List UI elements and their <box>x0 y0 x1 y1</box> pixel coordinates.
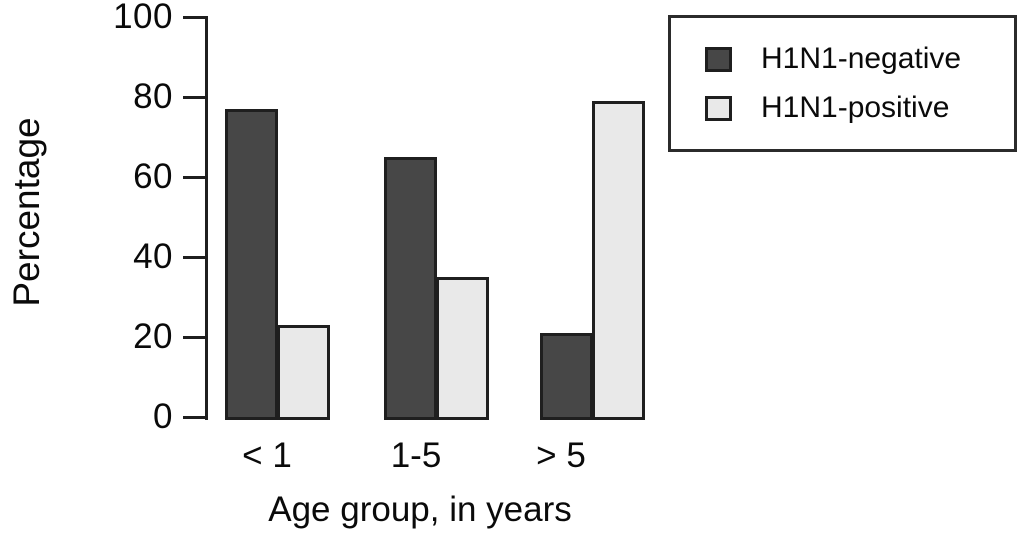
x-axis-category-label: > 5 <box>536 436 586 475</box>
legend: H1N1-negative H1N1-positive <box>668 15 1017 152</box>
bar-h1n1-positive-2 <box>436 277 489 420</box>
x-axis-category-label: < 1 <box>242 436 292 475</box>
y-axis-tick <box>183 416 208 419</box>
bar-h1n1-positive-1 <box>277 325 330 420</box>
bar-h1n1-negative-2 <box>384 157 437 420</box>
bar-h1n1-negative-3 <box>540 333 593 420</box>
y-axis-tick-label: 60 <box>133 157 173 196</box>
bar-h1n1-positive-3 <box>592 101 645 420</box>
y-axis-tick-label: 40 <box>133 237 173 276</box>
legend-label: H1N1-positive <box>761 91 950 124</box>
y-axis-tick-label: 80 <box>133 77 173 116</box>
y-axis-tick-label: 0 <box>153 397 173 436</box>
legend-item: H1N1-positive <box>705 93 1014 123</box>
y-axis-tick <box>183 16 208 19</box>
y-axis-tick <box>183 176 208 179</box>
y-axis-tick <box>183 256 208 259</box>
legend-label: H1N1-negative <box>761 42 962 75</box>
legend-item: H1N1-negative <box>705 44 1014 74</box>
legend-swatch-h1n1-negative <box>705 46 732 72</box>
y-axis-tick-label: 20 <box>133 317 173 356</box>
bar-h1n1-negative-1 <box>225 109 278 420</box>
y-axis-tick-label: 100 <box>113 0 173 36</box>
y-axis-tick <box>183 336 208 339</box>
y-axis-tick <box>183 96 208 99</box>
x-axis-title: Age group, in years <box>268 490 572 529</box>
y-axis-line <box>205 17 208 420</box>
x-axis-category-label: 1-5 <box>390 436 442 475</box>
legend-swatch-h1n1-positive <box>705 95 732 121</box>
